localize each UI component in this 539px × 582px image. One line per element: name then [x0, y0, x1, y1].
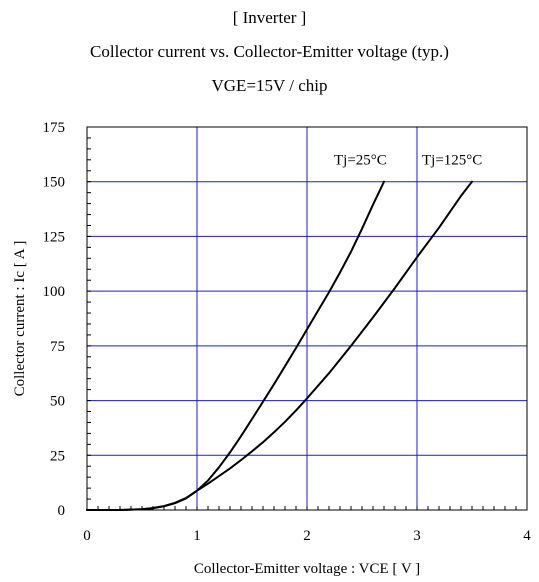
chart-subtitle: Collector current vs. Collector-Emitter … [90, 42, 449, 61]
y-tick-label: 150 [43, 175, 66, 191]
series-line-1 [86, 180, 473, 511]
series-labels: Tj=25°C Tj=125°C [334, 153, 482, 169]
x-tick-label: 4 [523, 528, 531, 544]
y-tick-label: 100 [43, 284, 66, 300]
y-tick-label: 0 [58, 503, 66, 519]
x-tick-label: 0 [83, 528, 91, 544]
grid-lines [87, 127, 527, 510]
y-tick-label: 75 [50, 339, 65, 355]
series-label-1: Tj=125°C [422, 153, 482, 169]
x-tick-label: 1 [193, 528, 201, 544]
x-tick-label: 2 [303, 528, 311, 544]
series-lines [86, 180, 473, 511]
chart-condition: VGE=15V / chip [211, 76, 328, 95]
y-tick-label: 50 [50, 394, 65, 410]
chart-title: [ Inverter ] [232, 8, 307, 27]
y-tick-label: 125 [43, 229, 66, 245]
plot-frame [86, 126, 528, 511]
y-tick-label: 175 [43, 120, 66, 136]
tick-labels: 0 1 2 3 4 0 25 50 75 100 125 150 175 [43, 120, 532, 544]
y-axis-label: Collector current : Ic [ A ] [12, 241, 28, 397]
y-tick-label: 25 [50, 448, 65, 464]
x-axis-label: Collector-Emitter voltage : VCE [ V ] [194, 561, 420, 577]
tick-marks [86, 126, 528, 511]
series-label-0: Tj=25°C [334, 153, 387, 169]
x-tick-label: 3 [413, 528, 421, 544]
